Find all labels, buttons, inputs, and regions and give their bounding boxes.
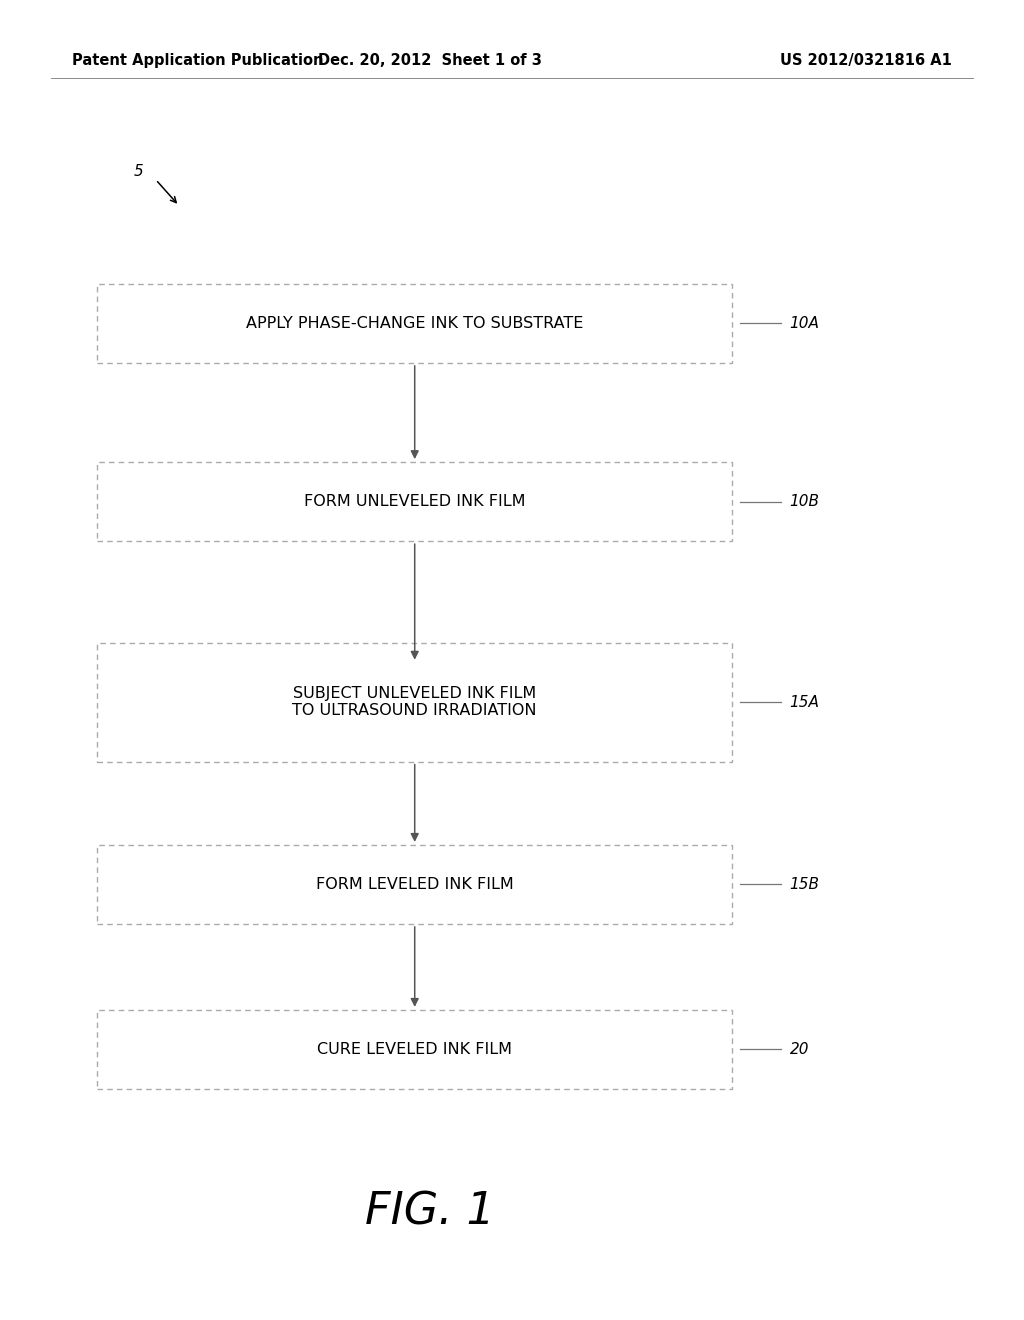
- FancyBboxPatch shape: [97, 1010, 732, 1089]
- FancyBboxPatch shape: [97, 284, 732, 363]
- Text: 20: 20: [790, 1041, 809, 1057]
- Text: US 2012/0321816 A1: US 2012/0321816 A1: [780, 53, 952, 69]
- Text: 10B: 10B: [790, 494, 819, 510]
- Text: 15B: 15B: [790, 876, 819, 892]
- FancyBboxPatch shape: [97, 845, 732, 924]
- Text: FORM LEVELED INK FILM: FORM LEVELED INK FILM: [315, 876, 514, 892]
- Text: APPLY PHASE-CHANGE INK TO SUBSTRATE: APPLY PHASE-CHANGE INK TO SUBSTRATE: [246, 315, 584, 331]
- Text: Patent Application Publication: Patent Application Publication: [72, 53, 324, 69]
- Text: SUBJECT UNLEVELED INK FILM
TO ULTRASOUND IRRADIATION: SUBJECT UNLEVELED INK FILM TO ULTRASOUND…: [293, 686, 537, 718]
- Text: CURE LEVELED INK FILM: CURE LEVELED INK FILM: [317, 1041, 512, 1057]
- FancyBboxPatch shape: [97, 643, 732, 762]
- Text: 10A: 10A: [790, 315, 819, 331]
- Text: FIG. 1: FIG. 1: [366, 1191, 495, 1233]
- Text: 15A: 15A: [790, 694, 819, 710]
- FancyBboxPatch shape: [97, 462, 732, 541]
- Text: FORM UNLEVELED INK FILM: FORM UNLEVELED INK FILM: [304, 494, 525, 510]
- Text: Dec. 20, 2012  Sheet 1 of 3: Dec. 20, 2012 Sheet 1 of 3: [318, 53, 542, 69]
- Text: 5: 5: [133, 164, 143, 180]
